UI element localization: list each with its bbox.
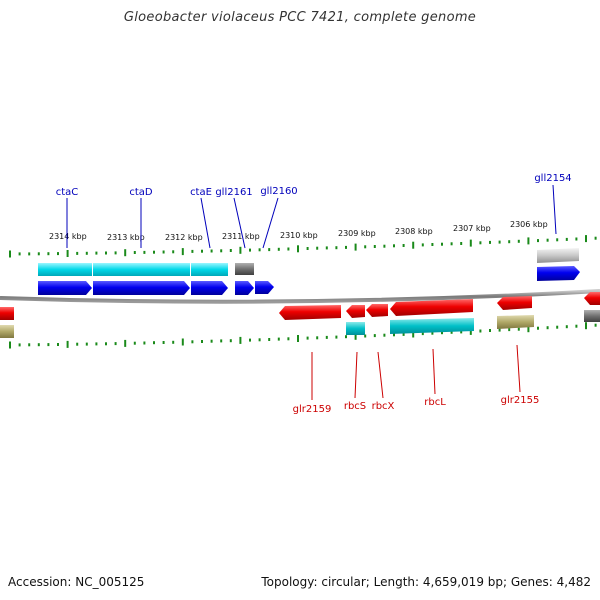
ruler-label-2310: 2310 kbp bbox=[280, 231, 318, 240]
inner-ruler bbox=[9, 322, 597, 349]
gene-arrow-ctaD[interactable] bbox=[93, 281, 190, 295]
cds-band bbox=[346, 322, 365, 335]
misc-band bbox=[537, 248, 579, 263]
ruler-label-2311: 2311 kbp bbox=[222, 232, 260, 241]
ruler-label-2314: 2314 kbp bbox=[49, 232, 87, 241]
genome-backbone bbox=[0, 289, 600, 304]
forward-gene-labels: ctaC ctaD ctaE gll2161 gll2160 gll2154 bbox=[56, 173, 572, 198]
gene-label-ctaD[interactable]: ctaD bbox=[129, 187, 153, 198]
gene-arrow-gll2154[interactable] bbox=[537, 266, 580, 281]
gene-arrow-rbcL[interactable] bbox=[390, 299, 473, 316]
gene-label-ctaE[interactable]: ctaE bbox=[190, 187, 212, 198]
gene-arrow-ctaC[interactable] bbox=[38, 281, 92, 295]
forward-cds-bands bbox=[38, 248, 579, 276]
gene-arrow-gll2160[interactable] bbox=[255, 281, 274, 294]
ruler-label-2306: 2306 kbp bbox=[510, 220, 548, 229]
gene-label-gll2161[interactable]: gll2161 bbox=[215, 187, 252, 198]
pseudo-band bbox=[584, 310, 600, 322]
gene-arrow-right-edge[interactable] bbox=[584, 292, 600, 305]
gene-arrow-glr2155[interactable] bbox=[497, 296, 532, 310]
accession-text: Accession: NC_005125 bbox=[8, 575, 145, 589]
genome-summary-text: Topology: circular; Length: 4,659,019 bp… bbox=[261, 575, 591, 589]
cds-band bbox=[191, 263, 228, 276]
gene-arrow-ctaE[interactable] bbox=[191, 281, 228, 295]
outer-ruler bbox=[9, 235, 597, 258]
gene-label-rbcX[interactable]: rbcX bbox=[372, 401, 395, 412]
gene-arrow-rbcS[interactable] bbox=[346, 305, 365, 318]
ruler-label-2313: 2313 kbp bbox=[107, 233, 145, 242]
reverse-gene-labels: glr2159 rbcS rbcX rbcL glr2155 bbox=[293, 395, 540, 415]
gene-label-ctaC[interactable]: ctaC bbox=[56, 187, 79, 198]
gene-arrow-gll2161[interactable] bbox=[235, 281, 254, 295]
reverse-genes bbox=[0, 292, 600, 320]
reverse-callouts bbox=[311, 344, 521, 400]
cds-band bbox=[390, 318, 474, 334]
gene-label-rbcL[interactable]: rbcL bbox=[424, 397, 446, 408]
trna-band bbox=[497, 315, 534, 329]
ruler-labels: 2314 kbp 2313 kbp 2312 kbp 2311 kbp 2310… bbox=[49, 220, 548, 242]
ruler-label-2312: 2312 kbp bbox=[165, 233, 203, 242]
cds-band bbox=[93, 263, 190, 276]
ruler-label-2309: 2309 kbp bbox=[338, 229, 376, 238]
reverse-bands bbox=[0, 310, 600, 338]
gene-label-glr2159[interactable]: glr2159 bbox=[293, 404, 332, 415]
gene-label-rbcS[interactable]: rbcS bbox=[344, 401, 366, 412]
gene-label-glr2155[interactable]: glr2155 bbox=[501, 395, 540, 406]
gene-arrow-left-edge[interactable] bbox=[0, 307, 14, 320]
forward-genes bbox=[38, 266, 580, 295]
forward-callouts bbox=[66, 184, 557, 249]
pseudo-band bbox=[235, 263, 254, 275]
gene-label-gll2154[interactable]: gll2154 bbox=[534, 173, 571, 184]
ruler-label-2307: 2307 kbp bbox=[453, 224, 491, 233]
cds-band bbox=[38, 263, 92, 276]
diagram-title: Gloeobacter violaceus PCC 7421, complete… bbox=[123, 10, 477, 25]
gene-arrow-glr2159[interactable] bbox=[279, 305, 341, 320]
gene-arrow-rbcX[interactable] bbox=[366, 304, 388, 317]
gene-label-gll2160[interactable]: gll2160 bbox=[260, 186, 297, 197]
ruler-label-2308: 2308 kbp bbox=[395, 227, 433, 236]
trna-band bbox=[0, 325, 14, 338]
